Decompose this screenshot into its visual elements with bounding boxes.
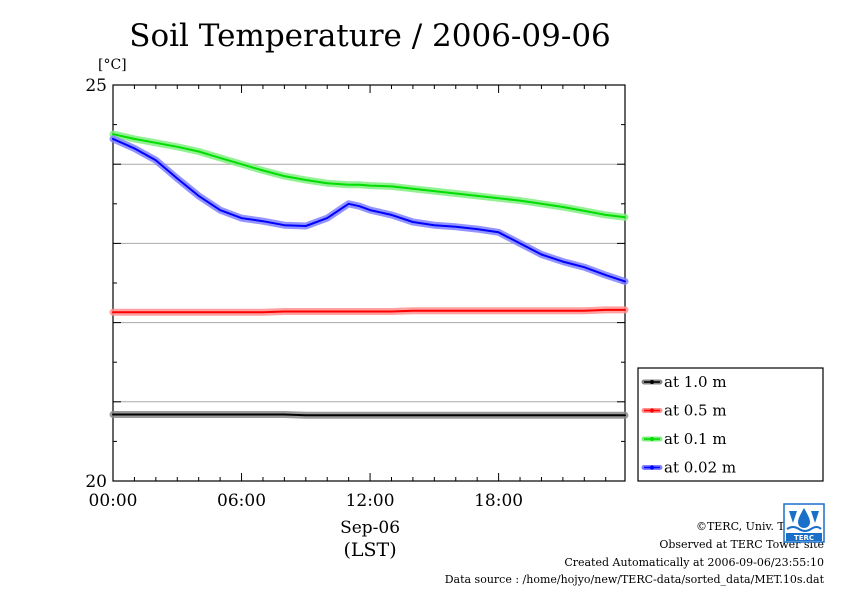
series-line-3 [112,137,626,283]
x-axis-unit-label: (LST) [344,539,397,561]
y-tick-label-top: 25 [85,76,107,96]
y-axis-unit: [°C] [98,57,127,73]
legend-marker [650,437,654,441]
y-tick-label-bottom: 20 [85,472,107,492]
x-tick-label: 00:00 [89,491,138,511]
created-timestamp-text: Created Automatically at 2006-09-06/23:5… [564,556,824,569]
series-line-2 [112,133,626,219]
legend-box [637,367,824,482]
legend-label: at 0.02 m [664,459,736,477]
legend-label: at 1.0 m [664,373,727,391]
observed-site-text: Observed at TERC Tower site [659,538,824,551]
plot-frame [112,84,626,482]
series-line-1 [112,308,626,314]
x-tick-label: 18:00 [474,491,523,511]
x-tick-label: 12:00 [346,491,395,511]
legend-label: at 0.1 m [664,430,727,448]
series-line-0 [112,413,626,417]
terc-logo-icon: TERC [783,503,825,543]
data-source-text: Data source : /home/hojyo/new/TERC-data/… [444,573,824,586]
legend-marker [650,380,654,384]
x-tick-label: 06:00 [217,491,266,511]
terc-logo-text: TERC [794,534,814,542]
legend-marker [650,408,654,413]
chart-title: Soil Temperature / 2006-09-06 [129,18,611,54]
legend-marker [650,465,654,470]
x-axis-date-label: Sep-06 [340,518,400,538]
legend-label: at 0.5 m [664,402,727,420]
